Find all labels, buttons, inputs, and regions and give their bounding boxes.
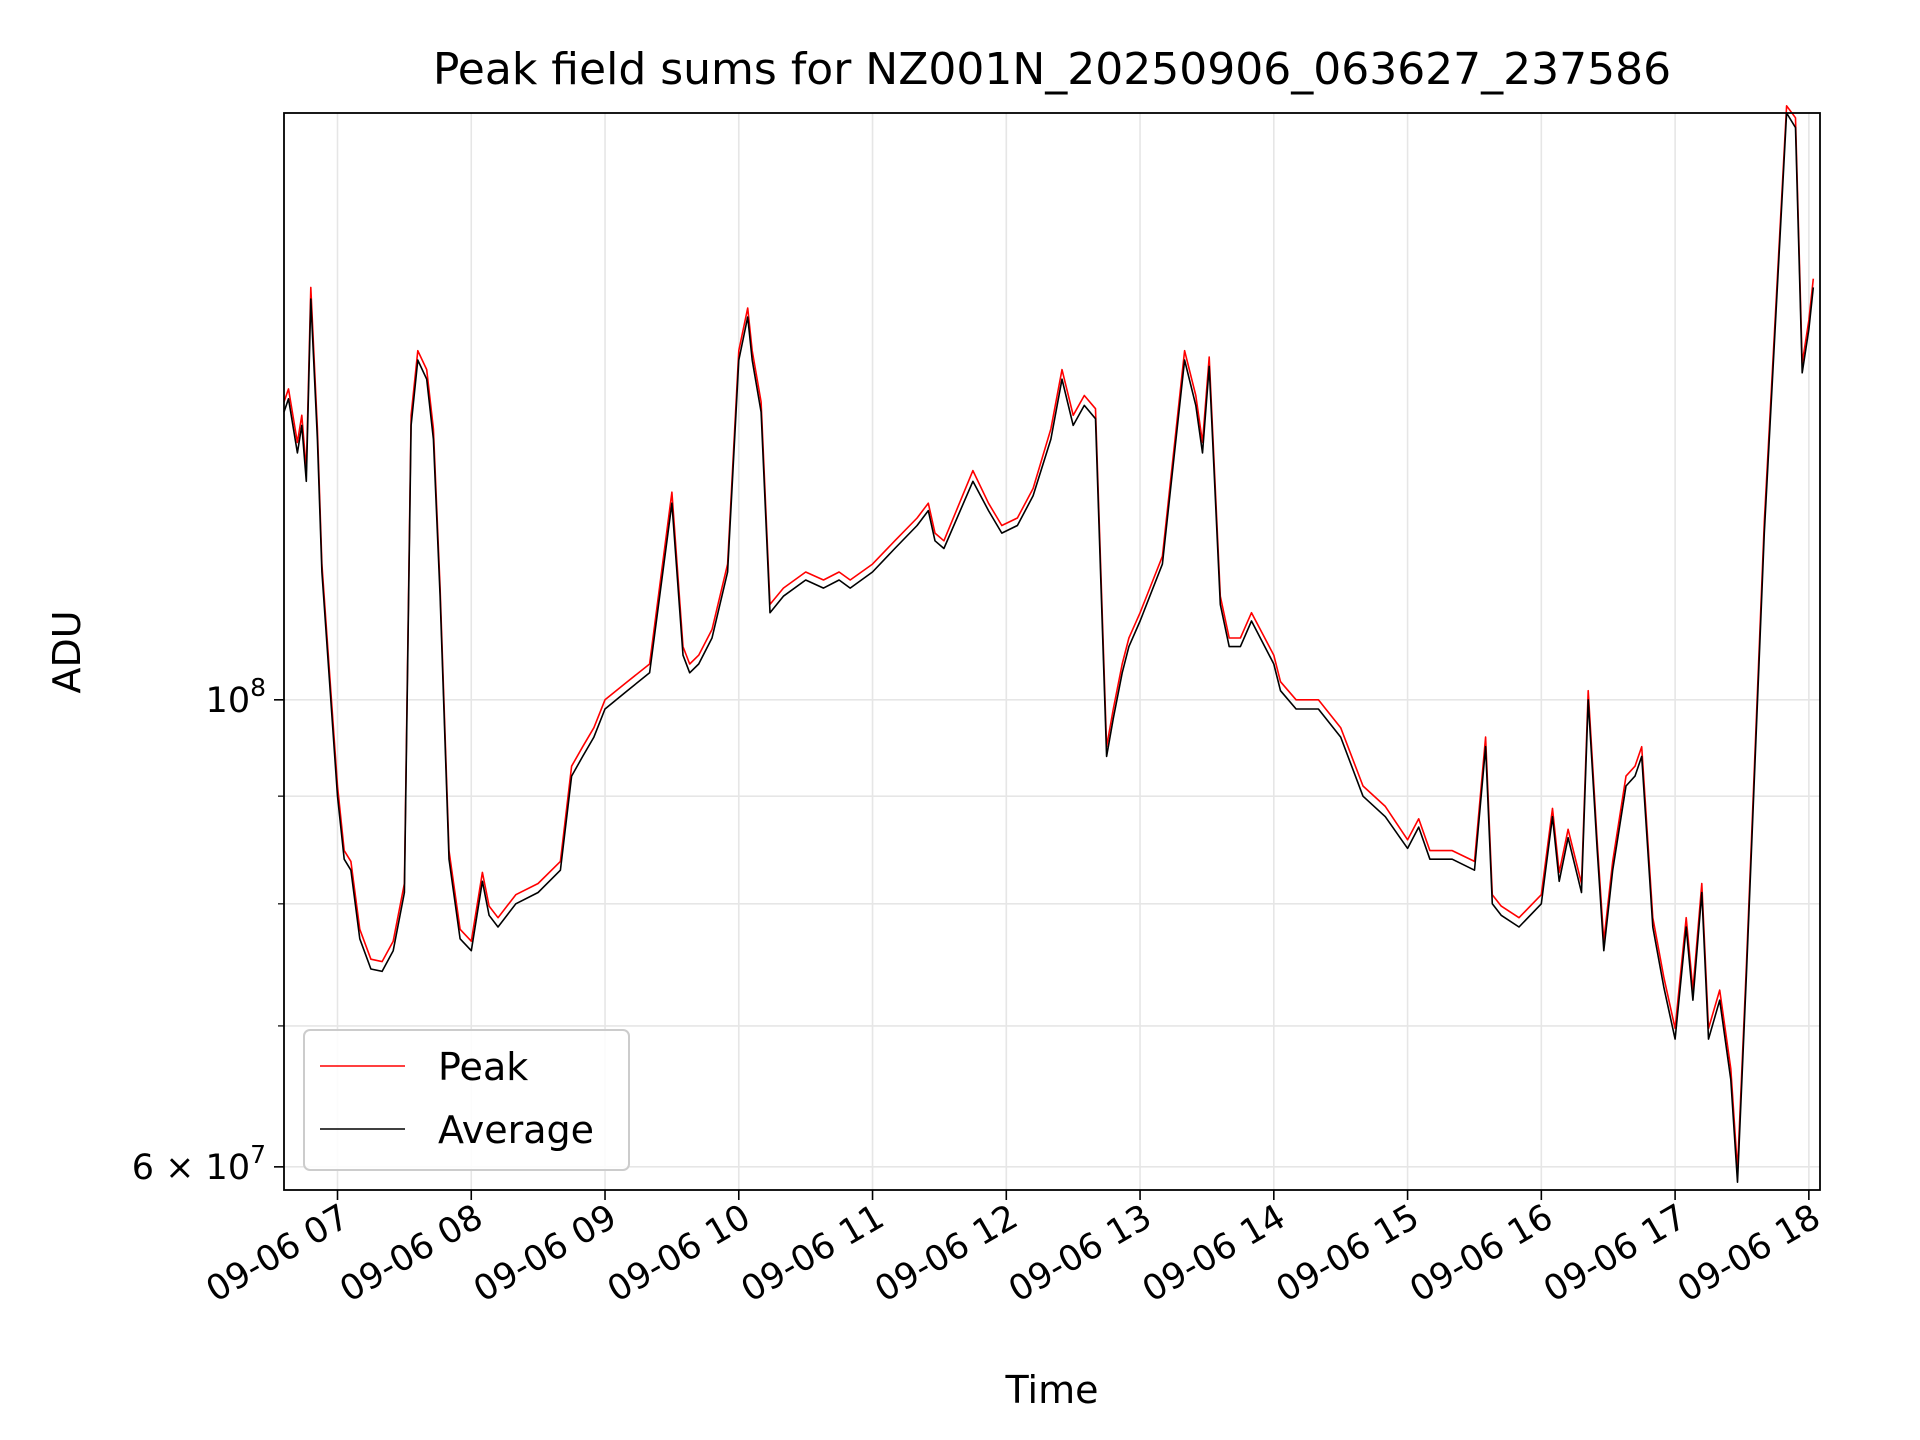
y-tick-label: 6 × 107 (132, 1140, 266, 1188)
x-axis-label: Time (1005, 1368, 1099, 1412)
y-axis: 108 6 × 107 (132, 673, 284, 1188)
legend-label-average: Average (438, 1108, 594, 1152)
chart-title: Peak field sums for NZ001N_20250906_0636… (433, 44, 1671, 95)
grid (284, 113, 1820, 1190)
series-layer (283, 105, 1815, 1183)
y-tick-label: 108 (206, 673, 266, 721)
legend: Peak Average (303, 1029, 630, 1171)
legend-label-peak: Peak (438, 1045, 528, 1089)
y-axis-label: ADU (45, 610, 89, 693)
legend-box (303, 1029, 630, 1171)
plot-frame (283, 112, 1821, 1191)
series-line-average (283, 112, 1815, 1183)
